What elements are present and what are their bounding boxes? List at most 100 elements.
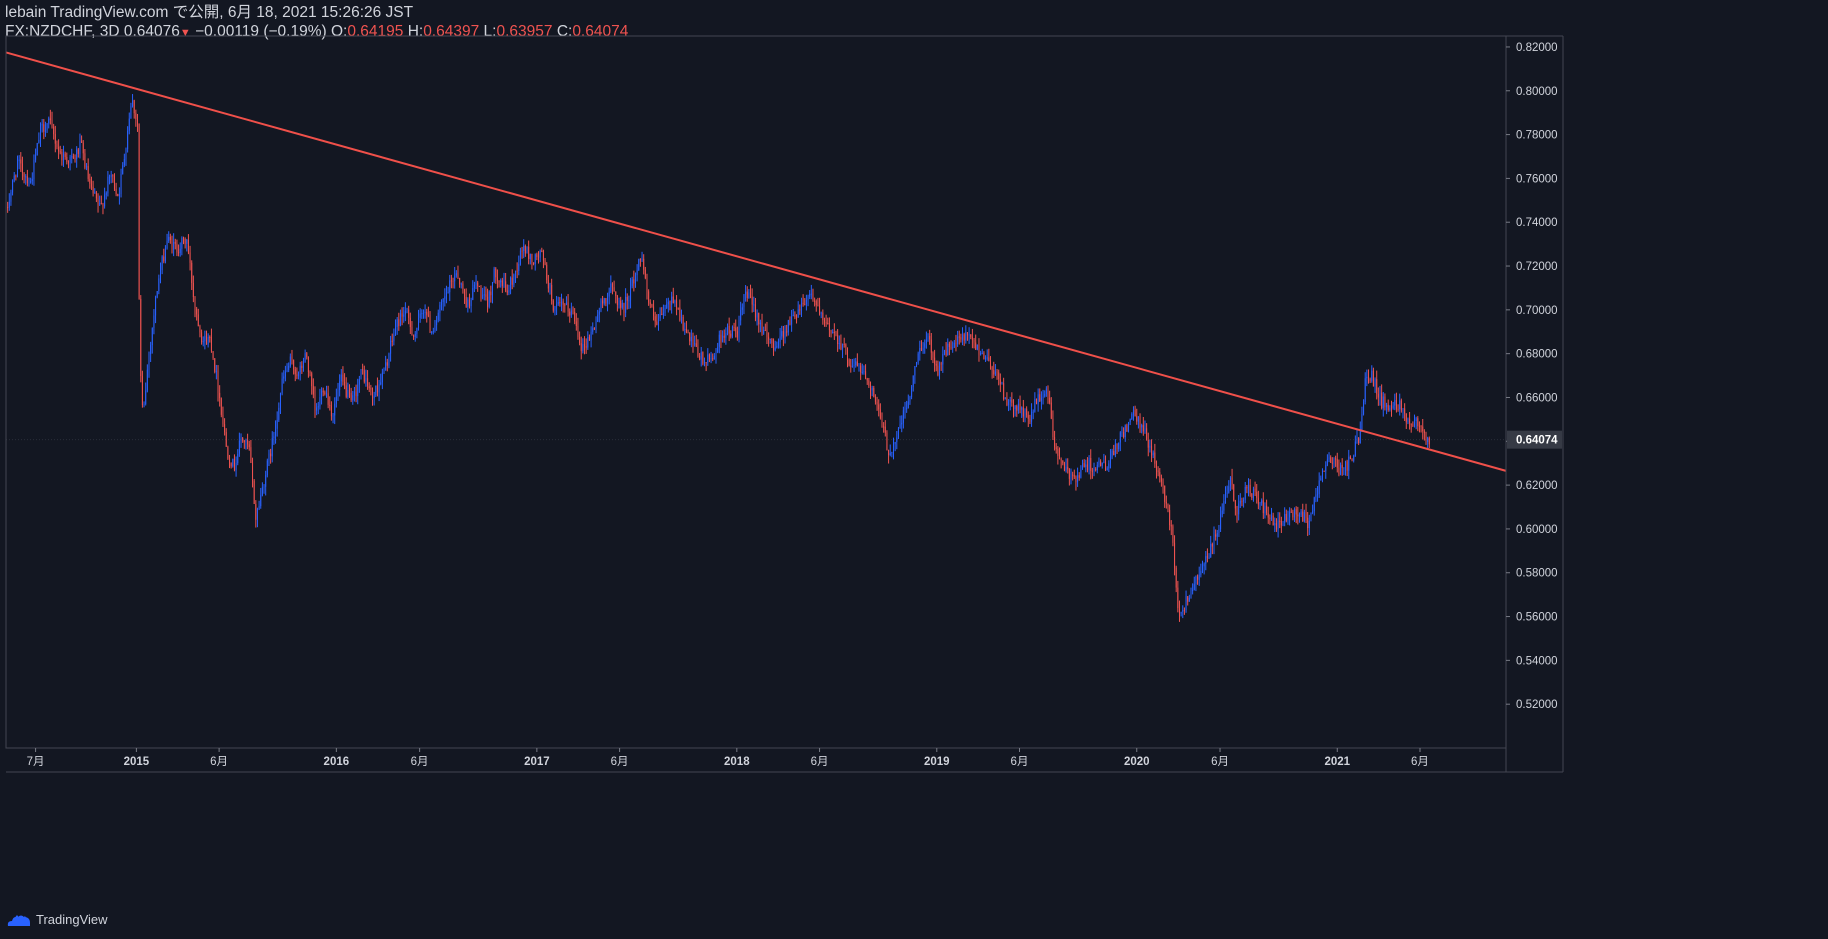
- candle: [1216, 530, 1218, 546]
- candle: [1364, 372, 1366, 405]
- candle-body: [127, 130, 129, 150]
- candle-body: [1241, 500, 1243, 502]
- candle: [278, 402, 280, 422]
- candle: [1427, 436, 1429, 450]
- candle: [607, 292, 609, 312]
- candle-body: [284, 371, 286, 377]
- candle-body: [636, 270, 638, 276]
- candle-body: [631, 279, 633, 287]
- candle: [817, 297, 819, 307]
- candle-body: [1197, 576, 1199, 580]
- candle: [360, 368, 362, 380]
- candle: [411, 321, 413, 336]
- price-tick-label: 0.58000: [1516, 568, 1558, 580]
- candle: [794, 311, 796, 320]
- candle-body: [1183, 610, 1185, 612]
- candle-body: [230, 463, 232, 467]
- price-tick-label: 0.66000: [1516, 392, 1558, 404]
- candle-body: [38, 139, 40, 143]
- candle-body: [1366, 376, 1368, 379]
- candle: [441, 299, 443, 311]
- candle: [1137, 416, 1139, 429]
- candle-body: [699, 356, 701, 360]
- time-tick-label: 2016: [324, 756, 350, 768]
- trendline[interactable]: [5, 51, 1507, 472]
- candle-body: [526, 246, 528, 254]
- candle-body: [1098, 461, 1100, 465]
- candle-body: [1318, 480, 1320, 494]
- candle: [455, 270, 457, 278]
- candle-body: [455, 273, 457, 276]
- publisher-line: lebain TradingView.com で公開, 6月 18, 2021 …: [5, 4, 1305, 23]
- candle: [1417, 416, 1419, 432]
- candle-body: [503, 281, 505, 286]
- candle: [815, 299, 817, 312]
- price-axis[interactable]: 0.820000.800000.780000.760000.740000.720…: [1506, 42, 1558, 711]
- candle: [687, 329, 689, 334]
- candle-body: [1407, 418, 1409, 423]
- candle-body: [491, 282, 493, 296]
- candle-body: [1239, 500, 1241, 504]
- candle: [505, 272, 507, 293]
- candle-body: [674, 300, 676, 303]
- candle-body: [830, 330, 832, 334]
- candle-body: [1180, 611, 1182, 614]
- candle-body: [929, 336, 931, 340]
- candle: [715, 348, 717, 364]
- candle-body: [666, 304, 668, 308]
- tradingview-brand[interactable]: TradingView: [6, 911, 108, 927]
- candle: [245, 438, 247, 450]
- candle: [329, 396, 331, 411]
- candle-body: [112, 175, 114, 177]
- candle: [427, 306, 429, 318]
- candle-body: [524, 245, 526, 254]
- candle: [104, 187, 106, 209]
- candle-body: [741, 307, 743, 310]
- candle-body: [1349, 456, 1351, 460]
- candle-body: [1206, 556, 1208, 558]
- candle-body: [1391, 408, 1393, 410]
- candle-body: [334, 403, 336, 416]
- candle: [255, 500, 257, 528]
- candle: [825, 314, 827, 327]
- candle-body: [495, 268, 497, 278]
- candle-body: [150, 345, 152, 355]
- candle-body: [404, 310, 406, 315]
- candle: [646, 273, 648, 300]
- candle: [388, 352, 390, 369]
- candle-body: [424, 311, 426, 314]
- candle: [17, 155, 19, 178]
- candle-body: [773, 343, 775, 350]
- candle-body: [260, 495, 262, 507]
- candle-body: [740, 309, 742, 321]
- candle: [1205, 551, 1207, 571]
- candle-body: [1315, 494, 1317, 498]
- candle-body: [483, 294, 485, 296]
- candle: [1320, 475, 1322, 481]
- candle-body: [459, 277, 461, 285]
- candle-body: [130, 106, 132, 119]
- candle-body: [513, 274, 515, 285]
- candle-body: [1068, 469, 1070, 479]
- candle: [1019, 395, 1021, 414]
- candle: [753, 296, 755, 312]
- candle-body: [1234, 500, 1236, 509]
- time-axis[interactable]: 7月 2015 6月 2016 6月 2017 6月 2018 6月 2019 6月 2020 6月 20…: [27, 748, 1429, 768]
- candle: [513, 273, 515, 288]
- candle-body: [368, 386, 370, 389]
- candle: [380, 373, 382, 386]
- candle-body: [306, 353, 308, 358]
- time-tick-label: 2021: [1324, 756, 1350, 768]
- candle: [1312, 504, 1314, 515]
- candle: [145, 382, 147, 406]
- candle-body: [214, 358, 216, 372]
- candle-body: [1052, 418, 1054, 438]
- candle: [565, 296, 567, 306]
- candle-body: [1417, 418, 1419, 427]
- candle-body: [307, 357, 309, 372]
- candle: [314, 386, 316, 418]
- candle: [966, 332, 968, 341]
- candle-body: [395, 327, 397, 335]
- candle: [1376, 370, 1378, 400]
